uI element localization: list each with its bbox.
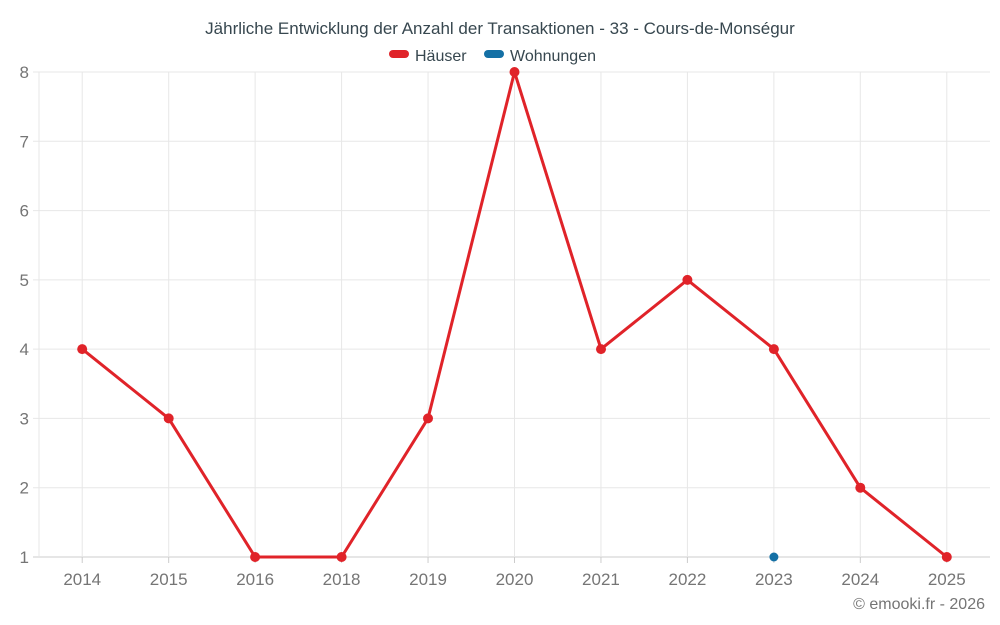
chart-legend: Häuser Wohnungen bbox=[389, 48, 596, 65]
plot-area: 1 2 3 4 5 6 7 8 2014 2015 2016 2018 2019 2020 2021 2022… bbox=[20, 63, 990, 589]
y-tick-label: 5 bbox=[20, 271, 29, 290]
data-point-häuser-2015 bbox=[163, 413, 174, 424]
y-tick-label: 3 bbox=[20, 409, 29, 428]
data-point-häuser-2021 bbox=[596, 344, 606, 355]
y-tick-label: 6 bbox=[20, 202, 29, 221]
data-point-häuser-2014 bbox=[77, 344, 88, 355]
x-tick-label: 2023 bbox=[755, 570, 793, 589]
data-point-häuser-2023 bbox=[768, 344, 779, 355]
copyright: © emooki.fr - 2026 bbox=[853, 596, 985, 613]
x-tick-label: 2020 bbox=[496, 570, 534, 589]
x-tick-label: 2025 bbox=[928, 570, 966, 589]
y-tick-label: 8 bbox=[20, 63, 29, 82]
legend-item-haeuser[interactable]: Häuser bbox=[389, 48, 467, 65]
y-tick-label: 1 bbox=[20, 548, 29, 567]
haeuser-series-swatch-icon bbox=[389, 50, 409, 58]
data-point-häuser-2016 bbox=[250, 552, 261, 562]
x-tick-label: 2016 bbox=[236, 570, 274, 589]
x-tick-label: 2014 bbox=[63, 570, 101, 589]
data-point-häuser-2024 bbox=[855, 482, 866, 493]
y-tick-label: 2 bbox=[20, 479, 29, 498]
y-tick-label: 4 bbox=[20, 340, 29, 359]
data-point-häuser-2025 bbox=[941, 552, 952, 562]
x-tick-label: 2015 bbox=[150, 570, 188, 589]
wohnungen-series-swatch-icon bbox=[484, 50, 504, 58]
data-point-häuser-2018 bbox=[336, 552, 347, 562]
legend-label-haeuser: Häuser bbox=[415, 48, 467, 65]
data-point-häuser-2022 bbox=[682, 274, 693, 285]
y-tick-label: 7 bbox=[20, 132, 29, 151]
legend-label-wohnungen: Wohnungen bbox=[510, 48, 596, 65]
data-point-wohnungen-2023 bbox=[769, 552, 779, 562]
x-tick-label: 2019 bbox=[409, 570, 447, 589]
x-tick-label: 2024 bbox=[841, 570, 879, 589]
legend-item-wohnungen[interactable]: Wohnungen bbox=[484, 48, 596, 65]
data-point-häuser-2020 bbox=[509, 67, 520, 77]
chart-title: Jährliche Entwicklung der Anzahl der Tra… bbox=[205, 19, 795, 38]
x-tick-label: 2018 bbox=[323, 570, 361, 589]
x-tick-label: 2022 bbox=[668, 570, 706, 589]
x-tick-label: 2021 bbox=[582, 570, 620, 589]
data-point-häuser-2019 bbox=[423, 413, 433, 424]
